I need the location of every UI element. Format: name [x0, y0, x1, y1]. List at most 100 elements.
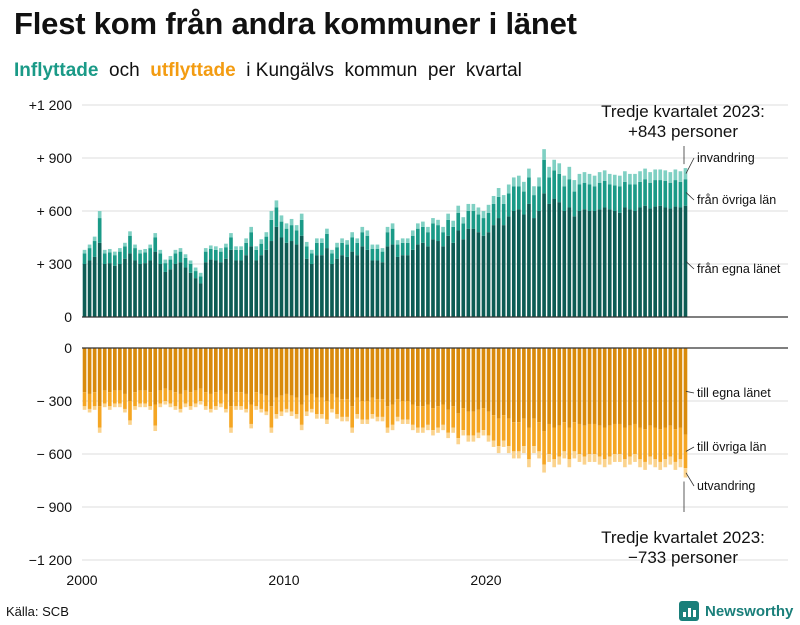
bar-out-egna — [143, 348, 147, 391]
bar-out-egna — [436, 348, 440, 407]
bar-out-utvandring — [405, 419, 410, 424]
bar-out-egna — [648, 348, 652, 426]
bar-out-utvandring — [643, 461, 647, 470]
bar-in-egna — [471, 228, 476, 317]
bar-out-utvandring — [471, 435, 476, 442]
bar-out-egna — [416, 348, 420, 407]
bar-in-invandring — [597, 172, 602, 183]
bar-out-utvandring — [304, 411, 309, 417]
bar-out-ovriga — [496, 418, 501, 447]
bar-out-egna — [567, 348, 572, 428]
bar-out-utvandring — [345, 416, 349, 422]
bar-in-egna — [97, 242, 102, 317]
bar-in-egna — [269, 241, 274, 317]
bar-in-ovriga — [244, 242, 248, 256]
bar-in-egna — [562, 211, 567, 317]
bar-in-invandring — [673, 169, 678, 181]
bar-out-egna — [113, 348, 117, 391]
bar-out-ovriga — [188, 392, 193, 407]
bar-out-ovriga — [153, 404, 158, 426]
bar-in-egna — [481, 235, 486, 317]
annotation-in-line1: Tredje kvartalet 2023: — [601, 102, 765, 121]
bar-out-ovriga — [107, 392, 112, 407]
bar-in-invandring — [446, 213, 450, 220]
bar-in-ovriga — [355, 242, 360, 256]
bar-in-invandring — [229, 233, 233, 238]
bar-out-utvandring — [97, 427, 102, 433]
bar-out-ovriga — [643, 429, 647, 462]
bar-in-ovriga — [602, 180, 607, 208]
bar-in-egna — [224, 258, 228, 317]
bar-out-ovriga — [269, 406, 274, 428]
bar-in-invandring — [542, 149, 546, 160]
bar-in-invandring — [254, 246, 259, 250]
bar-in-egna — [623, 207, 627, 317]
bar-in-invandring — [602, 170, 607, 181]
bar-out-ovriga — [249, 404, 253, 424]
bar-out-egna — [259, 348, 264, 394]
bar-in-ovriga — [168, 259, 173, 270]
bar-in-ovriga — [522, 191, 526, 215]
x-tick-label: 2020 — [470, 572, 501, 588]
bar-out-utvandring — [511, 451, 516, 459]
bar-out-ovriga — [289, 395, 294, 412]
bar-in-ovriga — [82, 253, 87, 264]
bar-in-ovriga — [678, 181, 683, 208]
bar-in-ovriga — [658, 180, 663, 206]
annotation-out-line1: Tredje kvartalet 2023: — [601, 528, 765, 547]
bar-in-ovriga — [542, 159, 546, 194]
bar-in-egna — [82, 264, 87, 317]
bar-out-egna — [264, 348, 269, 396]
bar-in-invandring — [264, 232, 269, 237]
newsworthy-logo-text: Newsworthy — [705, 602, 794, 620]
bar-in-ovriga — [648, 182, 652, 209]
bar-in-invandring — [577, 173, 582, 185]
bar-in-ovriga — [592, 186, 597, 211]
bar-in-ovriga — [113, 255, 117, 266]
bar-in-egna — [315, 255, 319, 317]
bar-in-ovriga — [102, 253, 107, 264]
bar-in-ovriga — [653, 180, 657, 207]
bar-out-ovriga — [431, 408, 435, 431]
bar-in-egna — [385, 246, 390, 317]
bar-in-ovriga — [567, 179, 572, 208]
bar-in-ovriga — [178, 251, 183, 263]
bar-out-ovriga — [410, 404, 415, 425]
bar-out-egna — [102, 348, 107, 391]
bar-out-utvandring — [592, 454, 597, 462]
bar-out-utvandring — [607, 456, 612, 465]
bar-out-utvandring — [562, 451, 567, 459]
bar-out-egna — [325, 348, 329, 401]
bar-in-invandring — [385, 226, 390, 233]
bar-in-egna — [299, 235, 304, 317]
bar-out-utvandring — [158, 403, 163, 408]
bar-out-ovriga — [259, 393, 264, 409]
bar-out-ovriga — [678, 427, 683, 460]
bar-in-invandring — [395, 240, 400, 245]
bar-out-utvandring — [517, 451, 521, 459]
bar-in-invandring — [410, 230, 415, 236]
bar-in-egna — [506, 216, 511, 317]
bar-in-egna — [274, 226, 279, 317]
bar-out-egna — [552, 348, 556, 428]
bar-out-ovriga — [663, 427, 668, 460]
bar-out-egna — [370, 348, 375, 398]
bar-in-invandring — [123, 242, 127, 247]
bar-out-utvandring — [658, 461, 663, 470]
bar-out-utvandring — [678, 459, 683, 468]
bar-out-egna — [123, 348, 127, 394]
bar-out-egna — [582, 348, 587, 426]
bar-in-egna — [395, 256, 400, 317]
bar-in-ovriga — [638, 181, 642, 208]
bar-in-ovriga — [345, 244, 349, 257]
bar-out-ovriga — [648, 425, 652, 457]
bar-in-ovriga — [269, 219, 274, 242]
bar-in-ovriga — [547, 177, 551, 204]
bar-out-utvandring — [496, 446, 501, 454]
bar-in-invandring — [456, 205, 461, 213]
bar-in-ovriga — [299, 219, 304, 236]
bar-in-invandring — [592, 175, 597, 187]
bar-out-ovriga — [572, 422, 577, 452]
bar-out-ovriga — [567, 427, 572, 460]
bar-out-egna — [309, 348, 314, 394]
